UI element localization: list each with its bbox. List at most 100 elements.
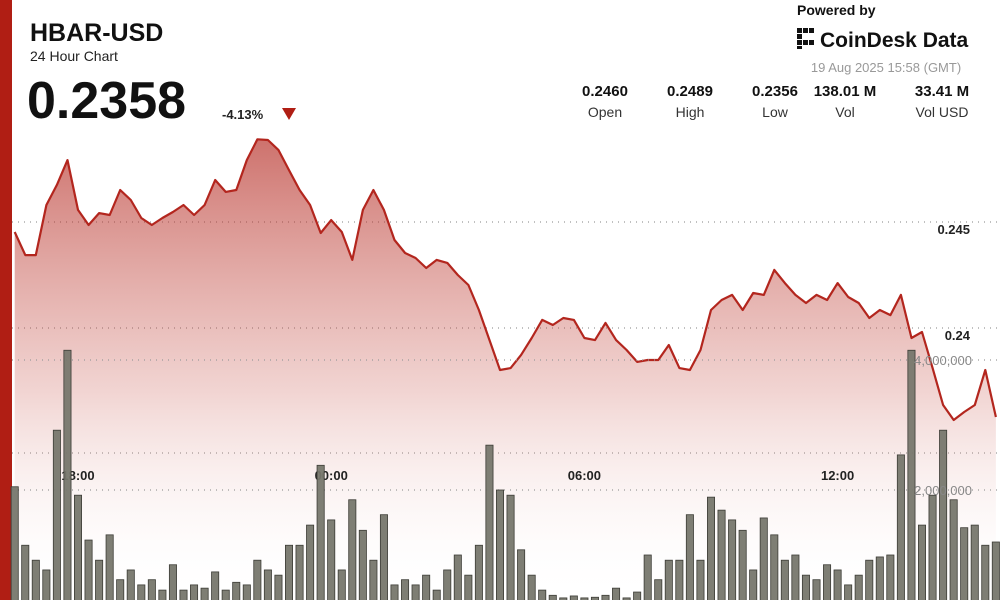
volume-bar: [401, 579, 410, 600]
volume-bar: [369, 559, 378, 600]
volume-bar: [95, 559, 104, 600]
volume-bar: [580, 597, 589, 600]
volume-bar: [200, 587, 209, 600]
volume-bar: [253, 559, 262, 600]
y2-tick-label: 4,000,000: [914, 353, 972, 368]
volume-bar: [337, 569, 346, 600]
volume-bar: [949, 499, 958, 600]
volume-bar: [10, 486, 19, 600]
y-tick-label: 0.245: [937, 222, 970, 237]
volume-bar: [590, 596, 599, 600]
stat-value: 0.2489: [667, 83, 713, 100]
volume-bar: [759, 517, 768, 600]
volume-bar: [875, 556, 884, 600]
volume-bar: [907, 349, 916, 600]
powered-by: Powered by: [797, 2, 876, 18]
volume-bar: [685, 514, 694, 600]
volume-bar: [316, 464, 325, 600]
y-tick-label: 0.24: [945, 328, 971, 343]
volume-bar: [812, 579, 821, 600]
volume-bar: [284, 544, 293, 600]
volume-bar: [780, 559, 789, 600]
stat-value: 0.2460: [582, 83, 628, 100]
volume-bar: [981, 544, 990, 600]
title: HBAR-USD: [30, 19, 163, 47]
stat-label: Vol: [835, 104, 854, 120]
volume-bar: [707, 496, 716, 600]
stat-value: 0.2356: [752, 83, 798, 100]
volume-bar: [569, 595, 578, 600]
volume-bar: [749, 569, 758, 600]
volume-bar: [643, 554, 652, 600]
volume-bar: [242, 584, 251, 600]
timestamp: 19 Aug 2025 15:58 (GMT): [811, 60, 961, 75]
change: -4.13%: [222, 107, 264, 122]
volume-bar: [517, 549, 526, 600]
volume-bar: [728, 519, 737, 600]
header: HBAR-USD 24 Hour Chart 0.2358 -4.13% Pow…: [27, 2, 969, 130]
stat-label: High: [676, 104, 705, 120]
volume-bar: [232, 581, 241, 600]
volume-bar: [506, 494, 515, 600]
volume-bar: [74, 494, 83, 600]
subtitle: 24 Hour Chart: [30, 48, 118, 64]
volume-bar: [928, 494, 937, 600]
volume-bar: [137, 584, 146, 600]
volume-bar: [696, 559, 705, 600]
volume-bar: [295, 544, 304, 600]
volume-bar: [474, 544, 483, 600]
volume-bar: [179, 589, 188, 600]
volume-bar: [211, 571, 220, 600]
volume-bar: [84, 539, 93, 600]
volume-bar: [390, 584, 399, 600]
volume-bar: [601, 594, 610, 600]
volume-bar: [527, 574, 536, 600]
volume-bar: [263, 569, 272, 600]
volume-bar: [664, 559, 673, 600]
volume-bar: [21, 544, 30, 600]
volume-bar: [738, 529, 747, 600]
volume-bar: [633, 591, 642, 600]
volume-bar: [622, 597, 631, 600]
stat-label: Open: [588, 104, 622, 120]
volume-bar: [190, 584, 199, 600]
volume-bar: [538, 589, 547, 600]
accent-bar: [0, 0, 12, 600]
stat-value: 138.01 M: [814, 83, 877, 100]
volume-bar: [485, 444, 494, 600]
volume-bar: [844, 584, 853, 600]
volume-bar: [443, 569, 452, 600]
volume-bar: [823, 564, 832, 600]
volume-bar: [991, 541, 1000, 600]
volume-bar: [612, 587, 621, 600]
volume-bar: [918, 524, 927, 600]
volume-bar: [495, 489, 504, 600]
volume-bar: [865, 559, 874, 600]
volume-bar: [770, 534, 779, 600]
volume-bar: [42, 569, 51, 600]
volume-bar: [422, 574, 431, 600]
volume-bar: [886, 554, 895, 600]
volume-bar: [464, 574, 473, 600]
volume-bar: [52, 429, 61, 600]
volume-bar: [939, 429, 948, 600]
volume-bar: [833, 569, 842, 600]
volume-bar: [654, 579, 663, 600]
x-tick-label: 06:00: [568, 468, 601, 483]
volume-bar: [801, 574, 810, 600]
volume-bar: [147, 579, 156, 600]
volume-bar: [854, 574, 863, 600]
volume-bar: [63, 349, 72, 600]
volume-bar: [960, 527, 969, 600]
volume-bar: [116, 579, 125, 600]
volume-bar: [675, 559, 684, 600]
stat-value: 33.41 M: [915, 83, 969, 100]
volume-bar: [327, 519, 336, 600]
volume-bar: [221, 589, 230, 600]
volume-bar: [126, 569, 135, 600]
volume-bar: [274, 574, 283, 600]
volume-bar: [31, 559, 40, 600]
brand: CoinDesk Data: [820, 29, 969, 52]
